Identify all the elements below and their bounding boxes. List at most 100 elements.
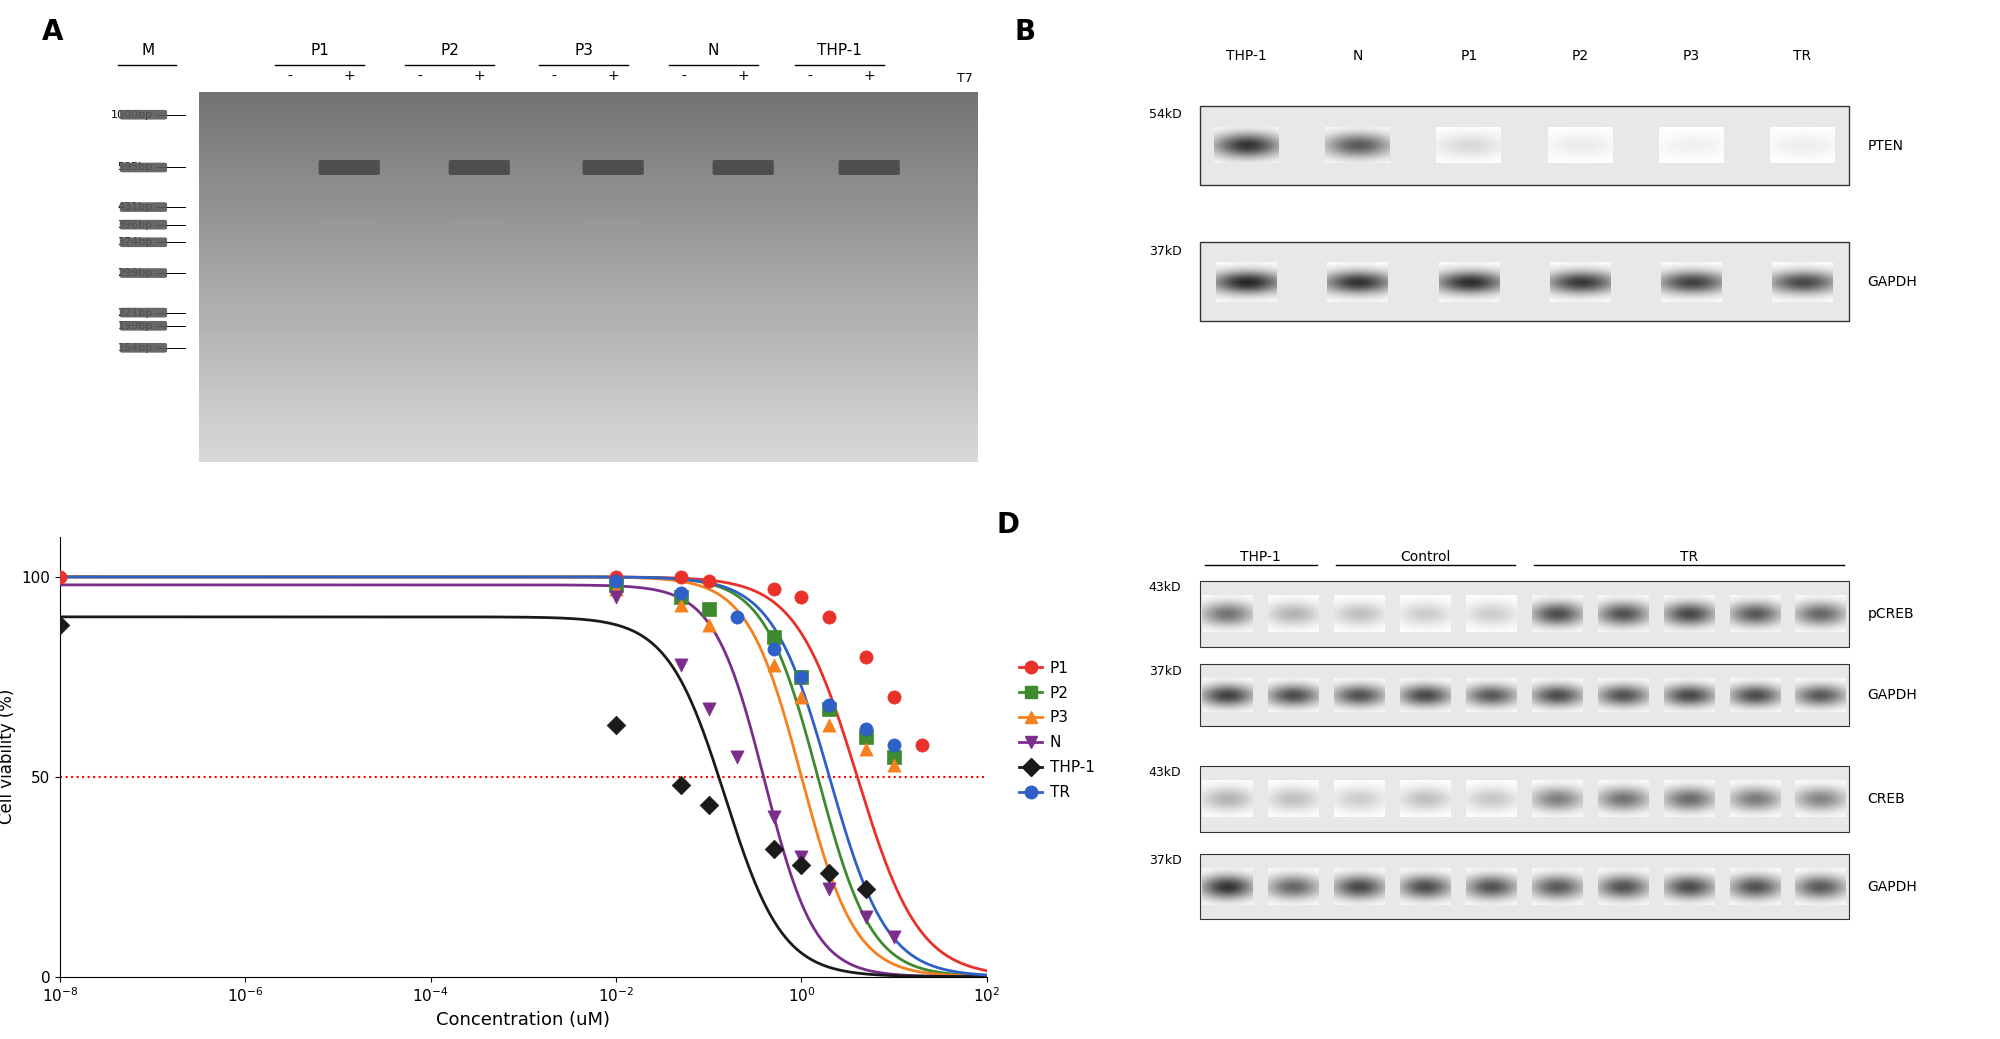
- Text: CREB: CREB: [1868, 792, 1906, 805]
- Point: [786, 668, 818, 685]
- Point: [878, 737, 910, 753]
- FancyBboxPatch shape: [322, 218, 378, 231]
- Text: GAPDH: GAPDH: [1868, 275, 1918, 289]
- Point: [600, 577, 632, 593]
- Text: A: A: [42, 18, 62, 46]
- FancyBboxPatch shape: [120, 110, 168, 119]
- Point: [600, 588, 632, 605]
- Point: [758, 629, 790, 645]
- X-axis label: Concentration (uM): Concentration (uM): [436, 1011, 610, 1029]
- Point: [600, 717, 632, 734]
- FancyBboxPatch shape: [584, 218, 642, 231]
- Point: [692, 601, 724, 617]
- Point: [814, 700, 846, 717]
- Point: [758, 808, 790, 825]
- Text: THP-1: THP-1: [818, 44, 862, 58]
- Text: D: D: [996, 510, 1020, 538]
- Text: GAPDH: GAPDH: [1868, 879, 1918, 894]
- Text: N: N: [708, 44, 720, 58]
- Bar: [1200, 242, 1848, 321]
- FancyBboxPatch shape: [448, 160, 510, 175]
- Point: [692, 700, 724, 717]
- Point: [786, 856, 818, 873]
- FancyBboxPatch shape: [452, 218, 508, 231]
- Point: [850, 728, 882, 745]
- Text: THP-1: THP-1: [1226, 49, 1266, 62]
- Bar: [1200, 581, 1848, 647]
- FancyBboxPatch shape: [120, 343, 168, 352]
- FancyBboxPatch shape: [120, 321, 168, 330]
- Point: [692, 616, 724, 633]
- Text: TR: TR: [1680, 550, 1698, 564]
- Point: [664, 657, 696, 673]
- Point: [878, 929, 910, 945]
- Point: [664, 776, 696, 793]
- Point: [758, 581, 790, 597]
- Point: [600, 572, 632, 589]
- Y-axis label: Cell viability (%): Cell viability (%): [0, 689, 16, 825]
- Point: [720, 748, 752, 765]
- Point: [850, 908, 882, 925]
- FancyBboxPatch shape: [120, 238, 168, 247]
- Text: B: B: [1014, 18, 1036, 46]
- Text: +: +: [474, 70, 486, 83]
- Point: [878, 748, 910, 765]
- FancyBboxPatch shape: [120, 220, 168, 230]
- Point: [814, 880, 846, 897]
- Point: [664, 585, 696, 602]
- FancyBboxPatch shape: [120, 268, 168, 277]
- Point: [692, 797, 724, 814]
- Text: +: +: [608, 70, 620, 83]
- Text: 595bp: 595bp: [118, 162, 152, 172]
- Point: [44, 568, 76, 585]
- Point: [600, 581, 632, 597]
- Bar: [1200, 766, 1848, 831]
- FancyBboxPatch shape: [838, 160, 900, 175]
- Point: [720, 609, 752, 625]
- Text: 431bp: 431bp: [118, 202, 152, 212]
- Point: [814, 696, 846, 713]
- Text: 37kD: 37kD: [1148, 244, 1182, 258]
- FancyBboxPatch shape: [582, 160, 644, 175]
- Text: GAPDH: GAPDH: [1868, 688, 1918, 702]
- Point: [814, 864, 846, 881]
- Point: [850, 741, 882, 757]
- Text: pCREB: pCREB: [1868, 607, 1914, 621]
- FancyBboxPatch shape: [120, 163, 168, 172]
- Point: [786, 849, 818, 865]
- Text: THP-1: THP-1: [1240, 550, 1282, 564]
- Point: [878, 756, 910, 773]
- FancyBboxPatch shape: [318, 160, 380, 175]
- Point: [786, 588, 818, 605]
- Point: [664, 568, 696, 585]
- Point: [600, 568, 632, 585]
- Text: 199bp: 199bp: [118, 321, 152, 330]
- Text: -: -: [808, 70, 812, 83]
- Text: 1000bp: 1000bp: [110, 110, 152, 119]
- Point: [758, 841, 790, 857]
- Text: TR: TR: [1794, 49, 1812, 62]
- Text: 37kD: 37kD: [1148, 665, 1182, 677]
- Point: [692, 572, 724, 589]
- Text: P3: P3: [574, 44, 594, 58]
- Text: -: -: [682, 70, 686, 83]
- Point: [814, 609, 846, 625]
- Text: -: -: [418, 70, 422, 83]
- Text: P3: P3: [1682, 49, 1700, 62]
- Legend: P1, P2, P3, N, THP-1, TR: P1, P2, P3, N, THP-1, TR: [1014, 655, 1100, 806]
- Text: -: -: [552, 70, 556, 83]
- Text: PTEN: PTEN: [1868, 138, 1904, 153]
- Point: [758, 657, 790, 673]
- Point: [814, 717, 846, 734]
- Bar: [1200, 106, 1848, 185]
- Text: M: M: [142, 44, 154, 58]
- Point: [786, 668, 818, 685]
- Point: [664, 596, 696, 613]
- Text: P2: P2: [440, 44, 460, 58]
- Text: -: -: [288, 70, 292, 83]
- Point: [850, 720, 882, 737]
- Text: Control: Control: [1400, 550, 1450, 564]
- Text: +: +: [344, 70, 356, 83]
- Text: 221bp: 221bp: [118, 308, 152, 318]
- Text: P1: P1: [310, 44, 330, 58]
